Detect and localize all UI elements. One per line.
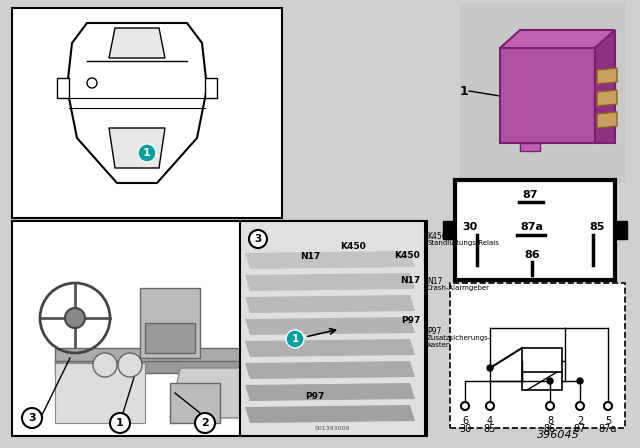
Bar (443, 221, 455, 239)
Text: K450: K450 (340, 241, 365, 250)
Polygon shape (245, 405, 415, 423)
Text: 5: 5 (605, 416, 611, 426)
Text: Crash-Alarmgeber: Crash-Alarmgeber (427, 285, 490, 291)
Text: 87a: 87a (599, 424, 617, 434)
Circle shape (138, 144, 156, 162)
Text: 6: 6 (462, 416, 468, 426)
Text: 85: 85 (484, 424, 496, 434)
Circle shape (461, 402, 469, 410)
Text: 87: 87 (574, 424, 586, 434)
Text: 87a: 87a (520, 222, 543, 232)
Circle shape (576, 402, 584, 410)
Text: kasten: kasten (427, 342, 451, 348)
Polygon shape (245, 339, 415, 357)
Polygon shape (109, 28, 165, 58)
Bar (240, 221, 425, 436)
Text: 30: 30 (459, 424, 471, 434)
Bar (522, 372, 562, 390)
Circle shape (486, 402, 494, 410)
Text: 30: 30 (462, 222, 477, 232)
Polygon shape (245, 273, 415, 291)
Text: 396045: 396045 (537, 430, 580, 440)
Circle shape (110, 413, 130, 433)
Text: K450: K450 (427, 232, 447, 241)
Bar (12, 221, 427, 436)
Polygon shape (245, 295, 415, 313)
Text: 2: 2 (201, 418, 209, 428)
Polygon shape (67, 23, 207, 183)
Text: Standlüftungs-Relais: Standlüftungs-Relais (427, 240, 499, 246)
Bar (145, 323, 195, 353)
Text: 1: 1 (291, 334, 299, 344)
Circle shape (195, 413, 215, 433)
Polygon shape (597, 90, 617, 106)
Text: 3: 3 (28, 413, 36, 423)
Text: N17: N17 (300, 251, 320, 260)
Bar (57, 78, 69, 98)
Text: 1: 1 (116, 418, 124, 428)
Text: K450: K450 (394, 251, 420, 260)
Text: 86: 86 (544, 424, 556, 434)
Bar (12, 8, 282, 218)
Text: 86: 86 (524, 250, 540, 260)
Circle shape (22, 408, 42, 428)
Polygon shape (520, 143, 540, 151)
Text: 87: 87 (522, 190, 538, 200)
Polygon shape (500, 48, 595, 143)
Circle shape (547, 378, 553, 384)
Text: 2: 2 (577, 416, 583, 426)
Text: P97: P97 (305, 392, 324, 401)
Polygon shape (245, 317, 415, 335)
Polygon shape (245, 361, 415, 379)
Bar (170, 383, 220, 423)
Circle shape (87, 78, 97, 88)
Bar (455, 180, 615, 280)
Bar (615, 221, 627, 239)
Polygon shape (245, 251, 415, 269)
Text: 1: 1 (143, 148, 151, 158)
Circle shape (286, 330, 304, 348)
Text: Zusatzsicherungs-: Zusatzsicherungs- (427, 335, 492, 341)
Text: S01393009: S01393009 (314, 426, 349, 431)
Text: 1: 1 (460, 85, 468, 98)
Text: 3: 3 (254, 234, 262, 244)
Bar (522, 348, 562, 373)
Circle shape (487, 365, 493, 371)
Text: 8: 8 (547, 416, 553, 426)
Polygon shape (500, 30, 615, 48)
Circle shape (546, 402, 554, 410)
Bar (55, 363, 145, 423)
Polygon shape (597, 68, 617, 84)
Circle shape (118, 353, 142, 377)
Text: P97: P97 (401, 316, 420, 325)
Text: N17: N17 (427, 276, 442, 285)
Polygon shape (270, 368, 370, 418)
Text: N17: N17 (400, 276, 420, 285)
Polygon shape (595, 30, 615, 143)
Bar (140, 288, 200, 358)
Polygon shape (597, 112, 617, 128)
Bar (450, 283, 625, 428)
Bar (460, 3, 625, 183)
Circle shape (93, 353, 117, 377)
Text: P97: P97 (427, 327, 442, 336)
Polygon shape (109, 128, 165, 168)
Polygon shape (170, 368, 260, 418)
Bar (55, 361, 305, 373)
Bar (205, 78, 217, 98)
Text: 85: 85 (589, 222, 605, 232)
Circle shape (249, 230, 267, 248)
Polygon shape (245, 383, 415, 401)
Circle shape (577, 378, 583, 384)
Circle shape (604, 402, 612, 410)
Bar (55, 348, 305, 363)
Circle shape (65, 308, 85, 328)
Text: 4: 4 (487, 416, 493, 426)
